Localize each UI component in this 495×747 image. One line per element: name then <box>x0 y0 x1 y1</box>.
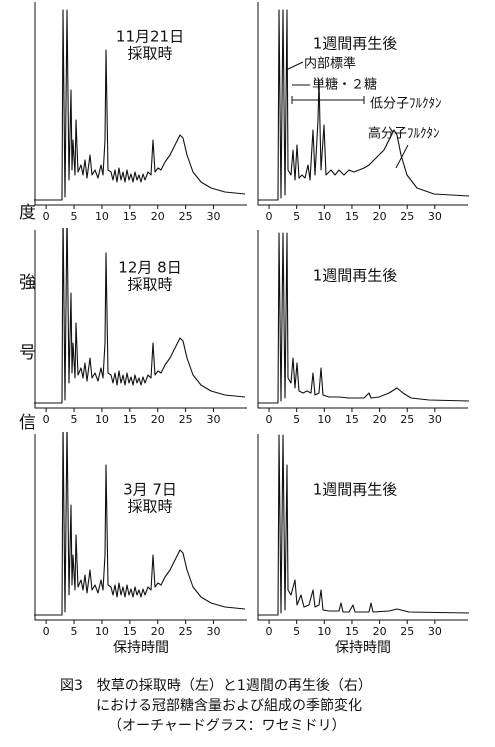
x-tick-label: 10 <box>317 625 331 638</box>
x-tick-label: 25 <box>179 413 193 426</box>
x-tick-label: 5 <box>293 210 300 223</box>
traces-row-3 <box>33 432 470 616</box>
axis-frame <box>34 434 247 621</box>
annotation: 内部標準 <box>304 56 356 72</box>
x-tick-label: 0 <box>43 413 50 426</box>
x-axis-label: 保持時間 <box>113 640 169 656</box>
axis-frame <box>257 2 468 206</box>
panel-label: 採取時 <box>127 45 172 63</box>
x-tick-label: 25 <box>400 625 414 638</box>
x-tick-label: 25 <box>179 625 193 638</box>
x-tick-label: 5 <box>293 625 300 638</box>
x-tick-label: 15 <box>345 210 359 223</box>
panel-label: 12月 8日 <box>118 259 181 277</box>
axis-frame <box>257 434 468 621</box>
x-tick-label: 20 <box>373 625 387 638</box>
x-tick-label: 10 <box>317 210 331 223</box>
x-tick-label: 25 <box>400 210 414 223</box>
x-tick-label: 20 <box>151 210 165 223</box>
annotation: 高分子ﾌﾙｸﾀﾝ <box>368 126 440 142</box>
x-tick-label: 15 <box>123 413 137 426</box>
panel-label: 1週間再生後 <box>313 267 398 285</box>
y-axis-label: 信号強度 <box>19 203 89 433</box>
x-tick-label: 30 <box>207 210 221 223</box>
x-tick-label: 25 <box>400 413 414 426</box>
caption-line: 図3 牧草の採取時（左）と1週間の再生後（右） <box>60 678 372 694</box>
x-tick-label: 30 <box>428 413 442 426</box>
x-tick-label: 15 <box>345 413 359 426</box>
x-tick-label: 30 <box>428 210 442 223</box>
caption-line: における冠部糖含量および組成の季節変化 <box>96 697 362 714</box>
x-tick-label: 10 <box>95 210 109 223</box>
x-tick-label: 30 <box>207 625 221 638</box>
x-tick-label: 10 <box>95 625 109 638</box>
x-tick-label: 20 <box>151 625 165 638</box>
panel-label: 1週間再生後 <box>313 481 398 499</box>
annotation: 低分子ﾌﾙｸﾀﾝ <box>370 97 442 112</box>
x-tick-label: 25 <box>179 210 193 223</box>
x-tick-label: 30 <box>428 625 442 638</box>
panel-label: 1週間再生後 <box>313 35 398 53</box>
x-tick-label: 5 <box>71 210 78 223</box>
axis-frame <box>34 230 247 409</box>
x-tick-label: 15 <box>123 210 137 223</box>
axis-frame <box>34 2 247 206</box>
x-tick-label: 10 <box>317 413 331 426</box>
axis-frame <box>257 230 468 409</box>
x-tick-label: 10 <box>95 413 109 426</box>
x-tick-label: 20 <box>373 210 387 223</box>
x-tick-label: 5 <box>71 413 78 426</box>
caption-line: （オーチャードグラス：ワセミドリ） <box>108 718 346 734</box>
x-tick-label: 20 <box>373 413 387 426</box>
x-tick-label: 5 <box>71 625 78 638</box>
panel-label: 11月21日 <box>116 28 184 46</box>
traces-row-1 <box>33 9 470 201</box>
annotation-leaders <box>285 61 409 169</box>
annotation: 単糖・２糖 <box>312 77 377 93</box>
panel-label: 採取時 <box>127 498 172 516</box>
x-tick-label: 30 <box>207 413 221 426</box>
panel-label: 採取時 <box>127 276 172 294</box>
x-tick-label: 0 <box>43 210 50 223</box>
x-tick-label: 0 <box>266 625 273 638</box>
x-tick-label: 15 <box>123 625 137 638</box>
panel-label: 3月 7日 <box>123 481 177 499</box>
x-tick-label: 15 <box>345 625 359 638</box>
x-tick-label: 5 <box>293 413 300 426</box>
traces-row-2 <box>33 228 470 404</box>
x-axis-label: 保持時間 <box>335 640 391 656</box>
x-tick-label: 0 <box>43 625 50 638</box>
x-tick-label: 20 <box>151 413 165 426</box>
x-tick-label: 0 <box>266 210 273 223</box>
x-tick-label: 0 <box>266 413 273 426</box>
